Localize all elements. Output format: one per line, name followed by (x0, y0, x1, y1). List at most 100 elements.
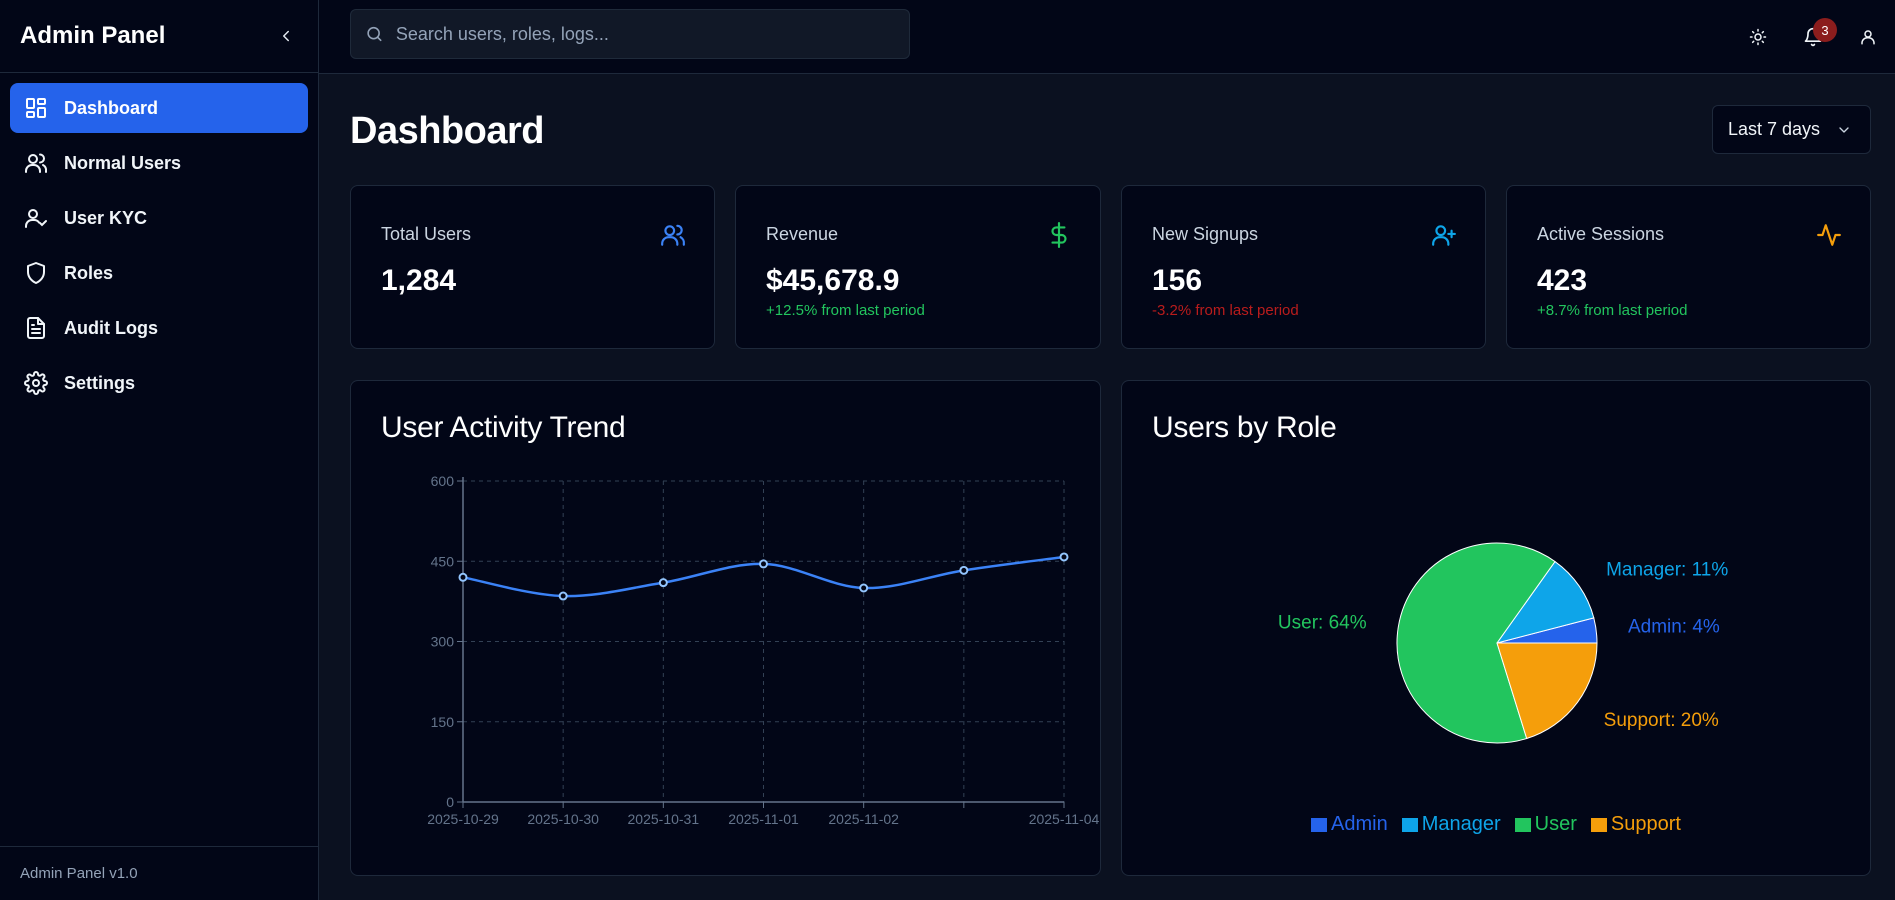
pie-slice-user (1396, 542, 1556, 744)
sidebar-item-roles[interactable]: Roles (10, 248, 308, 298)
users-by-role-chart-card: Users by Role Admin: 4% Manager: 11% User:… (1121, 380, 1871, 876)
stat-label: Total Users (381, 224, 472, 244)
dashboard-icon (26, 98, 46, 118)
data-point (759, 559, 768, 569)
legend-item-support[interactable]: Support (1590, 813, 1681, 836)
sidebar-item-label: Normal Users (64, 152, 182, 173)
notification-badge: 3 (1813, 18, 1837, 42)
sidebar-item-label: Dashboard (64, 97, 159, 118)
stat-card-new-signups: New Signups 156 -3.2% from last period (1121, 185, 1486, 349)
stat-delta: -3.2% from last period (1152, 302, 1299, 319)
legend-swatch (1590, 817, 1607, 832)
y-tick-label: 300 (431, 634, 455, 650)
legend-label: Support (1610, 813, 1681, 835)
legend-swatch (1514, 817, 1531, 832)
sun-icon (1749, 28, 1766, 46)
users-icon (25, 153, 48, 173)
user-activity-line-chart: 0 150 300 450 600 2025-10-29 2025-10-30 2025-10… (427, 473, 1100, 827)
users-icon (661, 224, 685, 246)
data-point (458, 572, 468, 582)
x-tick-label: 2025-10-30 (527, 811, 599, 827)
chevron-down-icon (1839, 126, 1849, 133)
y-tick-label: 150 (431, 714, 455, 730)
stat-value: $45,678.9 (766, 264, 900, 297)
user-check-icon (25, 209, 47, 228)
date-range-value: Last 7 days (1728, 119, 1821, 139)
stat-delta: +8.7% from last period (1537, 302, 1688, 319)
file-text-icon (27, 317, 45, 339)
data-point (859, 583, 869, 593)
chart-title: Users by Role (1152, 411, 1337, 444)
legend-label: Manager (1421, 813, 1501, 835)
pie-label-admin: Admin: 4% (1628, 617, 1720, 638)
stat-value: 423 (1537, 264, 1588, 297)
search-icon (367, 26, 382, 42)
search-box[interactable] (350, 9, 910, 59)
user-menu-button[interactable] (1840, 12, 1895, 62)
sidebar-item-dashboard[interactable]: Dashboard (10, 83, 308, 133)
stat-label: New Signups (1152, 224, 1259, 244)
user-icon (1860, 30, 1875, 45)
collapse-sidebar-button[interactable] (274, 24, 298, 48)
stat-value: 156 (1152, 264, 1203, 297)
activity-icon (1817, 224, 1841, 246)
sidebar-nav: Dashboard Normal Users User KYC Roles Au… (0, 73, 318, 423)
shield-icon (27, 262, 45, 284)
user-activity-chart-card: User Activity Trend 0 150 300 450 600 2025-10… (350, 380, 1101, 876)
data-point (658, 578, 668, 588)
data-point (1059, 552, 1069, 562)
notifications-button[interactable]: 3 (1785, 12, 1840, 62)
stat-card-revenue: Revenue $45,678.9 +12.5% from last perio… (735, 185, 1101, 349)
sidebar-item-label: Audit Logs (64, 317, 158, 338)
stat-label: Revenue (766, 224, 839, 244)
sidebar-item-label: Settings (64, 372, 136, 393)
page-title: Dashboard (350, 110, 544, 152)
stat-value: 1,284 (381, 264, 457, 297)
legend-item-user[interactable]: User (1514, 813, 1577, 836)
stat-label: Active Sessions (1537, 224, 1665, 244)
stat-card-total-users: Total Users 1,284 (350, 185, 715, 349)
legend-item-admin[interactable]: Admin (1311, 813, 1388, 836)
sidebar-item-label: User KYC (64, 207, 148, 228)
sidebar-item-label: Roles (64, 262, 114, 283)
sidebar-item-audit-logs[interactable]: Audit Logs (10, 303, 308, 353)
legend-swatch (1311, 817, 1328, 832)
stat-delta: +12.5% from last period (766, 302, 925, 319)
x-tick-label: 2025-10-29 (427, 811, 499, 827)
theme-toggle-button[interactable] (1730, 12, 1785, 62)
user-plus-icon (1432, 225, 1456, 246)
sidebar-item-normal-users[interactable]: Normal Users (10, 138, 308, 188)
pie-label-manager: Manager: 11% (1606, 559, 1728, 580)
pie-slice-support (1496, 642, 1598, 740)
dollar-icon (1051, 222, 1067, 248)
legend-label: Admin (1331, 813, 1388, 835)
x-tick-label: 2025-11-02 (828, 811, 899, 827)
topbar-actions: 3 (1730, 0, 1895, 74)
search-input[interactable] (395, 23, 895, 45)
x-tick-label: 2025-11-04 (1029, 811, 1100, 827)
sidebar-item-user-kyc[interactable]: User KYC (10, 193, 308, 243)
sidebar-item-settings[interactable]: Settings (10, 358, 308, 408)
users-by-role-pie-chart: Admin: 4% Manager: 11% User: 64% Support: 2… (1278, 542, 1728, 744)
brand-title: Admin Panel (20, 22, 166, 49)
chevron-left-icon (283, 30, 289, 42)
sidebar-header: Admin Panel (0, 0, 318, 73)
legend-item-manager[interactable]: Manager (1401, 813, 1501, 836)
date-range-select[interactable]: Last 7 days (1712, 105, 1871, 154)
pie-label-user: User: 64% (1278, 612, 1367, 633)
x-tick-label: 2025-11-01 (728, 811, 799, 827)
y-tick-label: 0 (446, 794, 454, 810)
sidebar-footer-version: Admin Panel v1.0 (0, 846, 318, 900)
pie-slice-manager (1495, 560, 1595, 644)
legend-swatch (1401, 817, 1418, 832)
stat-card-active-sessions: Active Sessions 423 +8.7% from last peri… (1506, 185, 1871, 349)
sidebar: Admin Panel Dashboard Normal Users User … (0, 0, 319, 900)
pie-label-support: Support: 20% (1604, 710, 1719, 731)
legend-label: User (1534, 813, 1577, 835)
data-point (558, 591, 568, 601)
data-point (959, 565, 969, 575)
chart-title: User Activity Trend (381, 411, 626, 444)
gear-icon (24, 371, 48, 395)
y-tick-label: 600 (431, 473, 455, 489)
x-tick-label: 2025-10-31 (628, 811, 700, 827)
